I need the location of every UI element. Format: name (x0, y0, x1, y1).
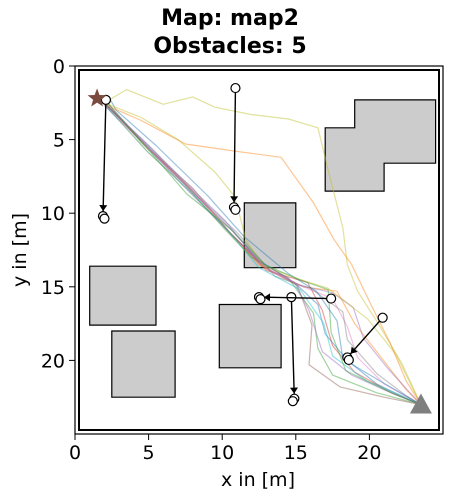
obstacle-bottom-center (219, 305, 281, 368)
dynamic-obstacle-end-echo-3 (288, 397, 297, 406)
dynamic-obstacle-end-echo-2 (231, 205, 240, 214)
x-tick-label-20: 20 (357, 442, 381, 464)
dynamic-obstacle-end-echo-5 (344, 355, 353, 364)
dynamic-obstacle-start-2 (231, 84, 240, 93)
y-tick-label-0: 0 (53, 56, 65, 78)
dynamic-obstacle-end-echo-4 (256, 295, 265, 304)
dynamic-obstacle-start-5 (378, 313, 387, 322)
obstacle-bottom-left (112, 331, 175, 397)
y-axis-label: y in [m] (9, 213, 31, 287)
obstacle-left (90, 266, 156, 325)
x-tick-label-5: 5 (143, 442, 155, 464)
x-tick-label-0: 0 (69, 442, 81, 464)
y-tick-label-20: 20 (41, 350, 65, 372)
x-tick-label-10: 10 (210, 442, 234, 464)
x-axis-label: x in [m] (221, 469, 295, 491)
y-tick-label-15: 15 (41, 277, 65, 299)
dynamic-obstacle-start-4 (327, 294, 336, 303)
dynamic-obstacle-end-echo-1 (100, 214, 109, 223)
x-tick-label-15: 15 (284, 442, 308, 464)
y-tick-label-5: 5 (53, 130, 65, 152)
y-tick-label-10: 10 (41, 203, 65, 225)
